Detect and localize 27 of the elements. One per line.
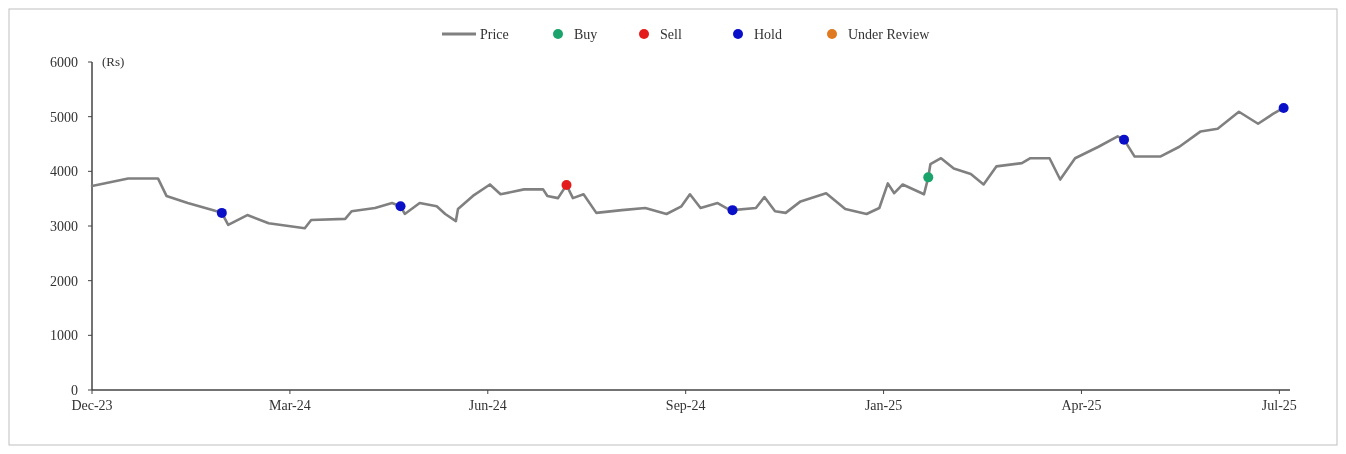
x-tick-label: Dec-23	[71, 398, 113, 413]
legend-label: Under Review	[848, 26, 931, 42]
y-tick-label: 0	[71, 382, 78, 398]
x-tick-label: Apr-25	[1061, 398, 1102, 413]
x-tick-label: Jun-24	[468, 398, 507, 413]
y-tick-label: 3000	[50, 218, 78, 234]
point	[1119, 134, 1130, 145]
x-tick-label: Mar-24	[269, 398, 311, 413]
y-tick-label: 2000	[50, 273, 78, 289]
point	[395, 201, 406, 212]
point	[727, 205, 738, 216]
legend-label: Hold	[754, 26, 782, 42]
legend-label: Price	[480, 26, 509, 42]
legend-label: Sell	[660, 26, 682, 42]
point	[561, 180, 572, 190]
point	[1278, 102, 1289, 113]
point	[923, 172, 934, 183]
y-axis-title: (Rs)	[102, 54, 125, 69]
point	[216, 207, 227, 218]
x-tick-label: Sep-24	[665, 398, 706, 413]
y-tick-label: 1000	[50, 328, 78, 344]
legend-label: Buy	[574, 26, 598, 42]
y-tick-label: 4000	[50, 164, 78, 180]
x-tick-label: Jul-25	[1261, 398, 1297, 413]
x-tick-label: Jan-25	[864, 398, 903, 413]
y-tick-label: 5000	[50, 109, 78, 125]
y-tick-label: 6000	[50, 54, 78, 70]
